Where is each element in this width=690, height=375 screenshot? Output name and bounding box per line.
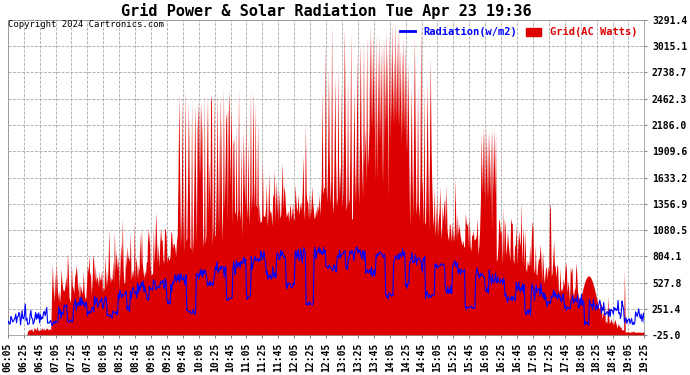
Legend: Radiation(w/m2), Grid(AC Watts): Radiation(w/m2), Grid(AC Watts): [397, 25, 639, 39]
Title: Grid Power & Solar Radiation Tue Apr 23 19:36: Grid Power & Solar Radiation Tue Apr 23 …: [121, 3, 531, 19]
Text: Copyright 2024 Cartronics.com: Copyright 2024 Cartronics.com: [8, 20, 164, 29]
